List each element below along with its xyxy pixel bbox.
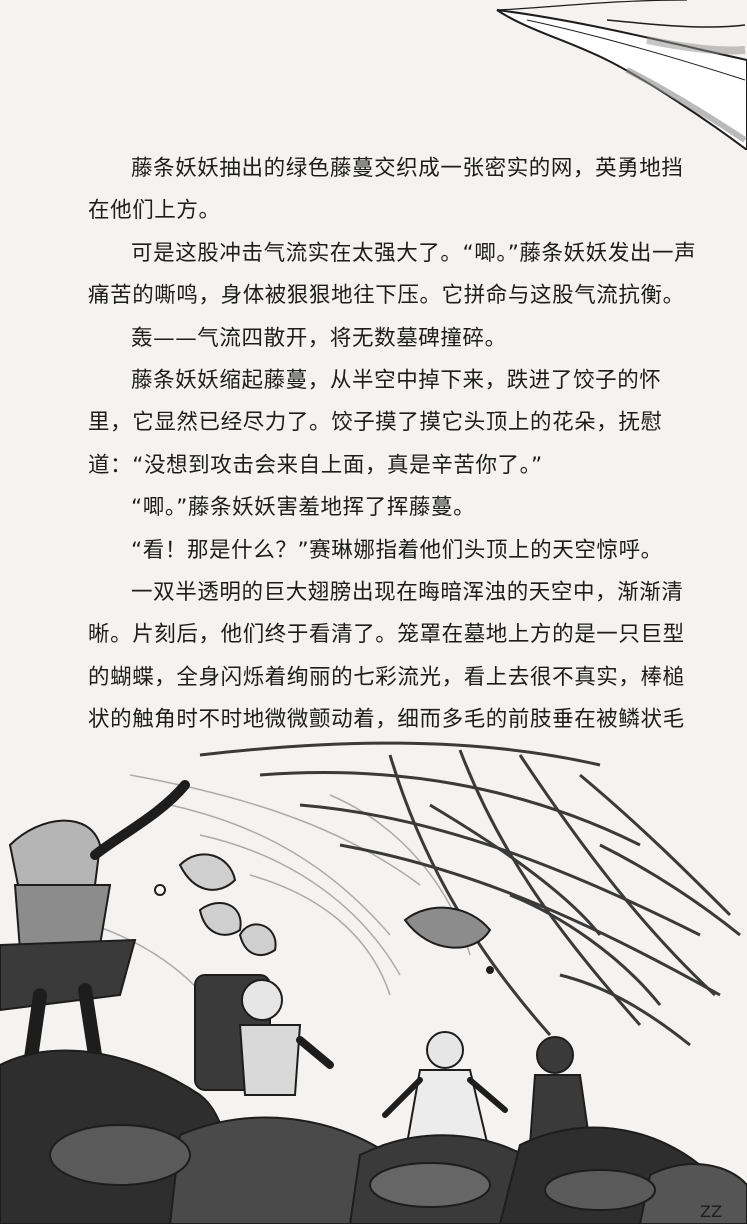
vine-net [199, 741, 741, 1047]
paragraph: “唧。”藤条妖妖害羞地挥了挥藤蔓。 [131, 495, 476, 521]
paragraph: 藤条妖妖缩起藤蔓，从半空中掉下来，跌进了饺子的怀里，它显然已经尽力了。饺子摸了摸… [88, 368, 663, 478]
girl-pointing [0, 780, 190, 1072]
dark-boy [528, 1036, 592, 1146]
page-corner-mark: ZZ [700, 1202, 722, 1221]
foreground-rocks [0, 1049, 747, 1224]
boy-with-chest [194, 923, 334, 1096]
wing-decoration [496, 0, 747, 150]
paragraph: 可是这股冲击气流实在太强大了。“唧。”藤条妖妖发出一声痛苦的嘶鸣，身体被狠狠地往… [88, 240, 697, 309]
paragraph: 藤条妖妖抽出的绿色藤蔓交织成一张密实的网，英勇地挡在他们上方。 [88, 156, 684, 224]
story-text: 藤条妖妖抽出的绿色藤蔓交织成一张密实的网，英勇地挡在他们上方。 可是这股冲击气流… [88, 148, 700, 742]
paragraph: 一双半透明的巨大翅膀出现在晦暗浑浊的天空中，渐渐清晰。片刻后，他们终于看清了。笼… [88, 580, 685, 733]
floating-debris [154, 853, 494, 974]
girl-in-robe [382, 1031, 508, 1156]
paragraph: “看！那是什么？”赛琳娜指着他们头顶上的天空惊呼。 [131, 537, 663, 563]
illustration: ZZ [0, 741, 747, 1224]
paragraph: 轰——气流四散开，将无数墓碑撞碎。 [131, 325, 507, 351]
